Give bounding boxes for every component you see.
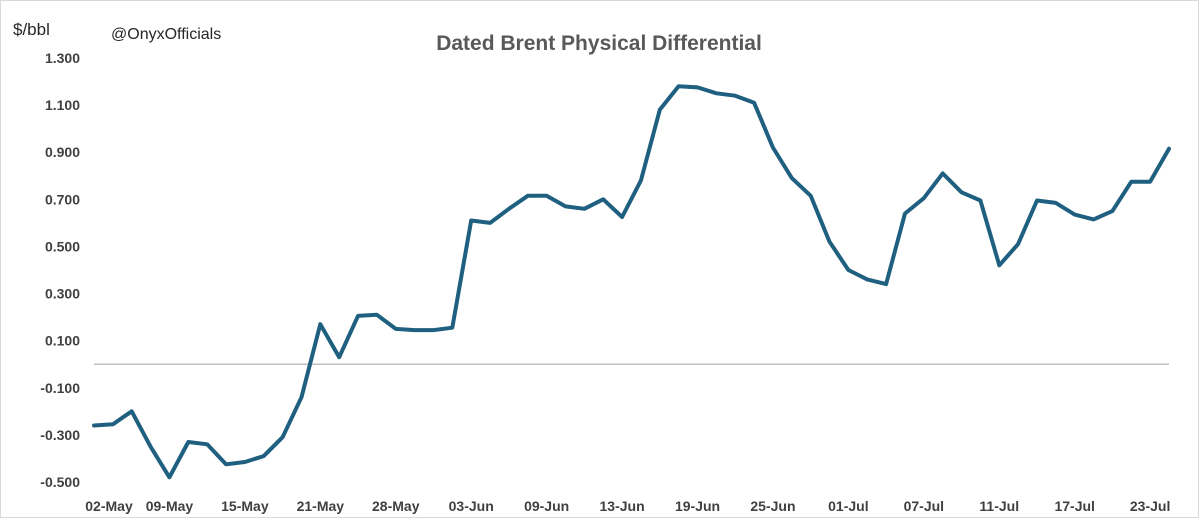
series-line	[94, 86, 1169, 477]
x-tick-labels: 02-May 09-May 15-May 21-May 28-May 03-Jun 09-J…	[85, 498, 1170, 514]
y-tick-label: 1.100	[45, 97, 80, 113]
x-tick-label: 28-May	[372, 498, 420, 514]
y-tick-label: 1.300	[45, 50, 80, 66]
y-tick-label: 0.900	[45, 144, 80, 160]
x-tick-label: 13-Jun	[600, 498, 645, 514]
data-points	[94, 86, 1169, 477]
x-tick-label: 09-May	[146, 498, 194, 514]
x-tick-label: 21-May	[297, 498, 345, 514]
y-tick-label: -0.300	[40, 427, 80, 443]
x-tick-label: 01-Jul	[828, 498, 868, 514]
x-tick-label: 11-Jul	[979, 498, 1019, 514]
x-tick-label: 25-Jun	[750, 498, 795, 514]
author-handle: @OnyxOfficials	[111, 26, 221, 43]
x-tick-label: 17-Jul	[1054, 498, 1094, 514]
y-tick-labels: 1.300 1.100 0.900 0.700 0.500 0.300 0.100 -0.10…	[40, 50, 80, 490]
x-tick-label: 19-Jun	[675, 498, 720, 514]
x-tick-label: 09-Jun	[524, 498, 569, 514]
y-axis-unit-label: $/bbl	[13, 20, 50, 39]
x-tick-label: 07-Jul	[904, 498, 944, 514]
x-tick-label: 15-May	[221, 498, 269, 514]
y-tick-label: 0.100	[45, 333, 80, 349]
y-tick-label: 0.700	[45, 191, 80, 207]
x-tick-label: 02-May	[85, 498, 133, 514]
x-tick-label: 23-Jul	[1130, 498, 1170, 514]
y-tick-label: 0.300	[45, 286, 80, 302]
y-tick-label: -0.100	[40, 380, 80, 396]
y-tick-label: -0.500	[40, 474, 80, 490]
y-tick-label: 0.500	[45, 238, 80, 254]
chart-title: Dated Brent Physical Differential	[436, 32, 762, 55]
x-tick-label: 03-Jun	[449, 498, 494, 514]
